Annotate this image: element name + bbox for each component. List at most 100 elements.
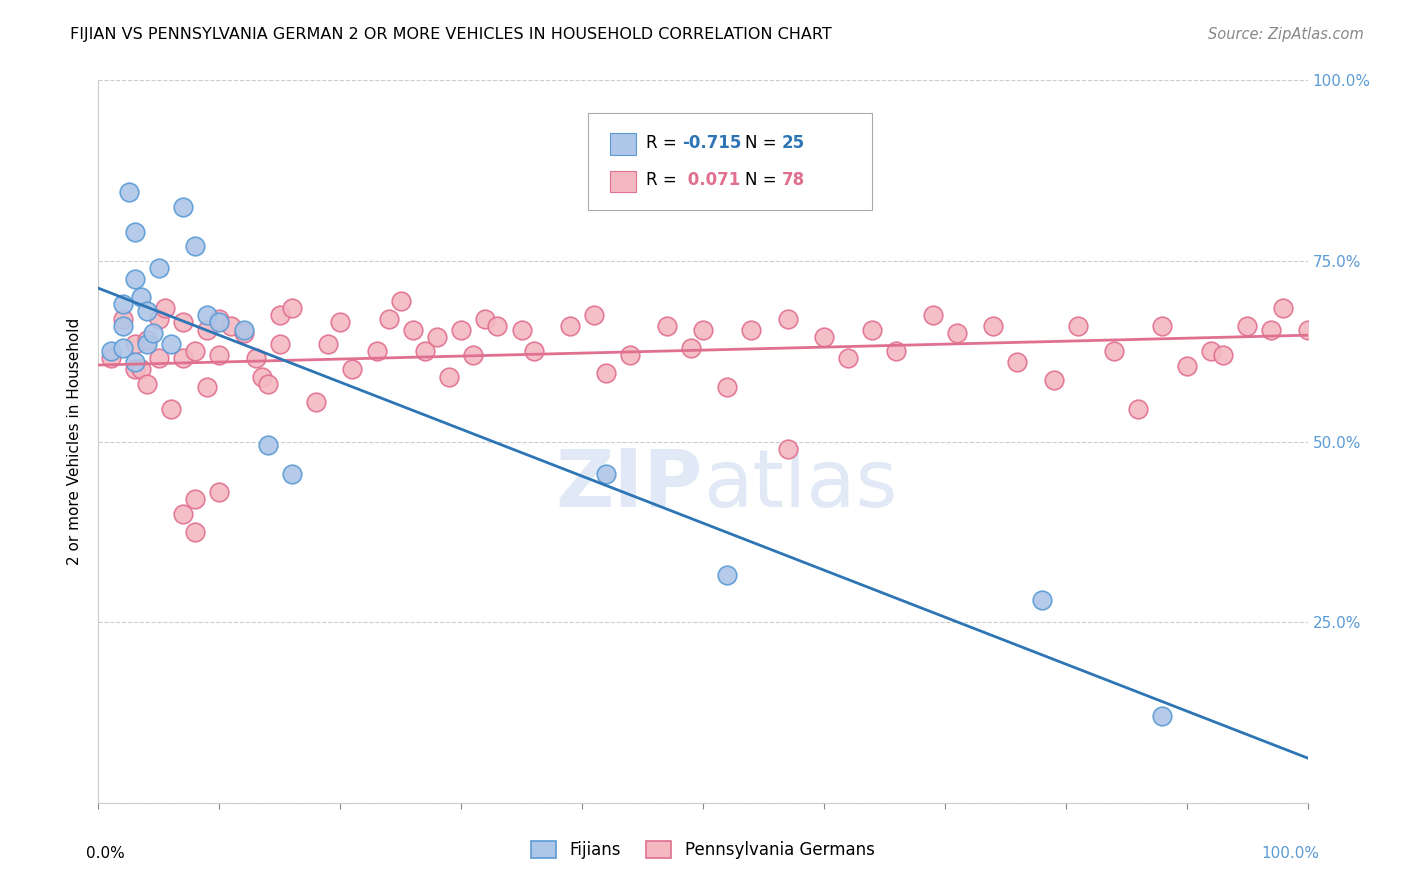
Point bbox=[232, 326, 254, 340]
Text: 0.0%: 0.0% bbox=[86, 847, 125, 861]
Point bbox=[1102, 344, 1125, 359]
Text: 25: 25 bbox=[782, 134, 804, 153]
Point bbox=[148, 261, 170, 276]
Text: -0.715: -0.715 bbox=[682, 134, 742, 153]
Point bbox=[172, 507, 194, 521]
Point bbox=[1031, 593, 1053, 607]
Point bbox=[1152, 318, 1174, 333]
Point bbox=[329, 315, 352, 329]
Point bbox=[1272, 301, 1295, 315]
Point bbox=[716, 568, 738, 582]
Point bbox=[1236, 318, 1258, 333]
Bar bbox=[610, 133, 637, 154]
Point bbox=[184, 239, 207, 253]
Point bbox=[184, 344, 207, 359]
Point bbox=[1042, 373, 1064, 387]
Point bbox=[692, 322, 714, 336]
Point bbox=[148, 311, 170, 326]
Point bbox=[1067, 318, 1090, 333]
Text: FIJIAN VS PENNSYLVANIA GERMAN 2 OR MORE VEHICLES IN HOUSEHOLD CORRELATION CHART: FIJIAN VS PENNSYLVANIA GERMAN 2 OR MORE … bbox=[70, 27, 832, 42]
Point bbox=[208, 348, 231, 362]
Point bbox=[486, 318, 509, 333]
Point bbox=[946, 326, 969, 340]
Text: Source: ZipAtlas.com: Source: ZipAtlas.com bbox=[1208, 27, 1364, 42]
Point bbox=[208, 485, 231, 500]
Text: N =: N = bbox=[745, 171, 778, 189]
Y-axis label: 2 or more Vehicles in Household: 2 or more Vehicles in Household bbox=[67, 318, 83, 566]
Point bbox=[124, 272, 146, 286]
Point bbox=[256, 438, 278, 452]
Point bbox=[281, 467, 304, 481]
Point bbox=[160, 402, 183, 417]
Text: atlas: atlas bbox=[703, 446, 897, 524]
Point bbox=[153, 301, 176, 315]
Bar bbox=[610, 170, 637, 193]
Point bbox=[413, 344, 436, 359]
Point bbox=[195, 322, 218, 336]
Point bbox=[124, 362, 146, 376]
Text: 100.0%: 100.0% bbox=[1261, 847, 1320, 861]
Point bbox=[135, 376, 157, 391]
Point bbox=[886, 344, 908, 359]
Point bbox=[124, 355, 146, 369]
Point bbox=[129, 290, 152, 304]
Legend: Fijians, Pennsylvania Germans: Fijians, Pennsylvania Germans bbox=[531, 841, 875, 860]
Point bbox=[366, 344, 388, 359]
Point bbox=[716, 380, 738, 394]
Text: 78: 78 bbox=[782, 171, 804, 189]
Point bbox=[1128, 402, 1150, 417]
Point bbox=[1007, 355, 1029, 369]
Point bbox=[776, 442, 799, 456]
Point bbox=[1212, 348, 1234, 362]
Point bbox=[250, 369, 273, 384]
FancyBboxPatch shape bbox=[588, 112, 872, 211]
Point bbox=[245, 351, 267, 366]
Point bbox=[269, 337, 291, 351]
Point bbox=[510, 322, 533, 336]
Point bbox=[595, 366, 617, 380]
Point bbox=[426, 330, 449, 344]
Point bbox=[172, 200, 194, 214]
Point bbox=[118, 186, 141, 200]
Point bbox=[184, 492, 207, 507]
Point bbox=[160, 337, 183, 351]
Point bbox=[142, 326, 165, 340]
Point bbox=[1152, 709, 1174, 723]
Point bbox=[256, 376, 278, 391]
Point bbox=[208, 315, 231, 329]
Text: R =: R = bbox=[647, 134, 676, 153]
Point bbox=[184, 524, 207, 539]
Point bbox=[558, 318, 581, 333]
Point bbox=[135, 304, 157, 318]
Text: N =: N = bbox=[745, 134, 778, 153]
Point bbox=[377, 311, 399, 326]
Point bbox=[595, 467, 617, 481]
Point bbox=[316, 337, 339, 351]
Point bbox=[172, 351, 194, 366]
Point bbox=[1199, 344, 1222, 359]
Point bbox=[232, 322, 254, 336]
Point bbox=[148, 351, 170, 366]
Point bbox=[474, 311, 496, 326]
Point bbox=[1175, 359, 1198, 373]
Point bbox=[172, 315, 194, 329]
Point bbox=[583, 308, 606, 322]
Text: ZIP: ZIP bbox=[555, 446, 703, 524]
Point bbox=[221, 318, 243, 333]
Point bbox=[135, 334, 157, 348]
Point bbox=[100, 344, 122, 359]
Point bbox=[437, 369, 460, 384]
Point bbox=[860, 322, 883, 336]
Point bbox=[124, 337, 146, 351]
Point bbox=[111, 297, 134, 311]
Point bbox=[619, 348, 641, 362]
Point bbox=[129, 362, 152, 376]
Point bbox=[740, 322, 762, 336]
Point bbox=[111, 311, 134, 326]
Point bbox=[195, 308, 218, 322]
Point bbox=[1296, 322, 1319, 336]
Point bbox=[111, 318, 134, 333]
Point bbox=[450, 322, 472, 336]
Point bbox=[921, 308, 943, 322]
Point bbox=[402, 322, 425, 336]
